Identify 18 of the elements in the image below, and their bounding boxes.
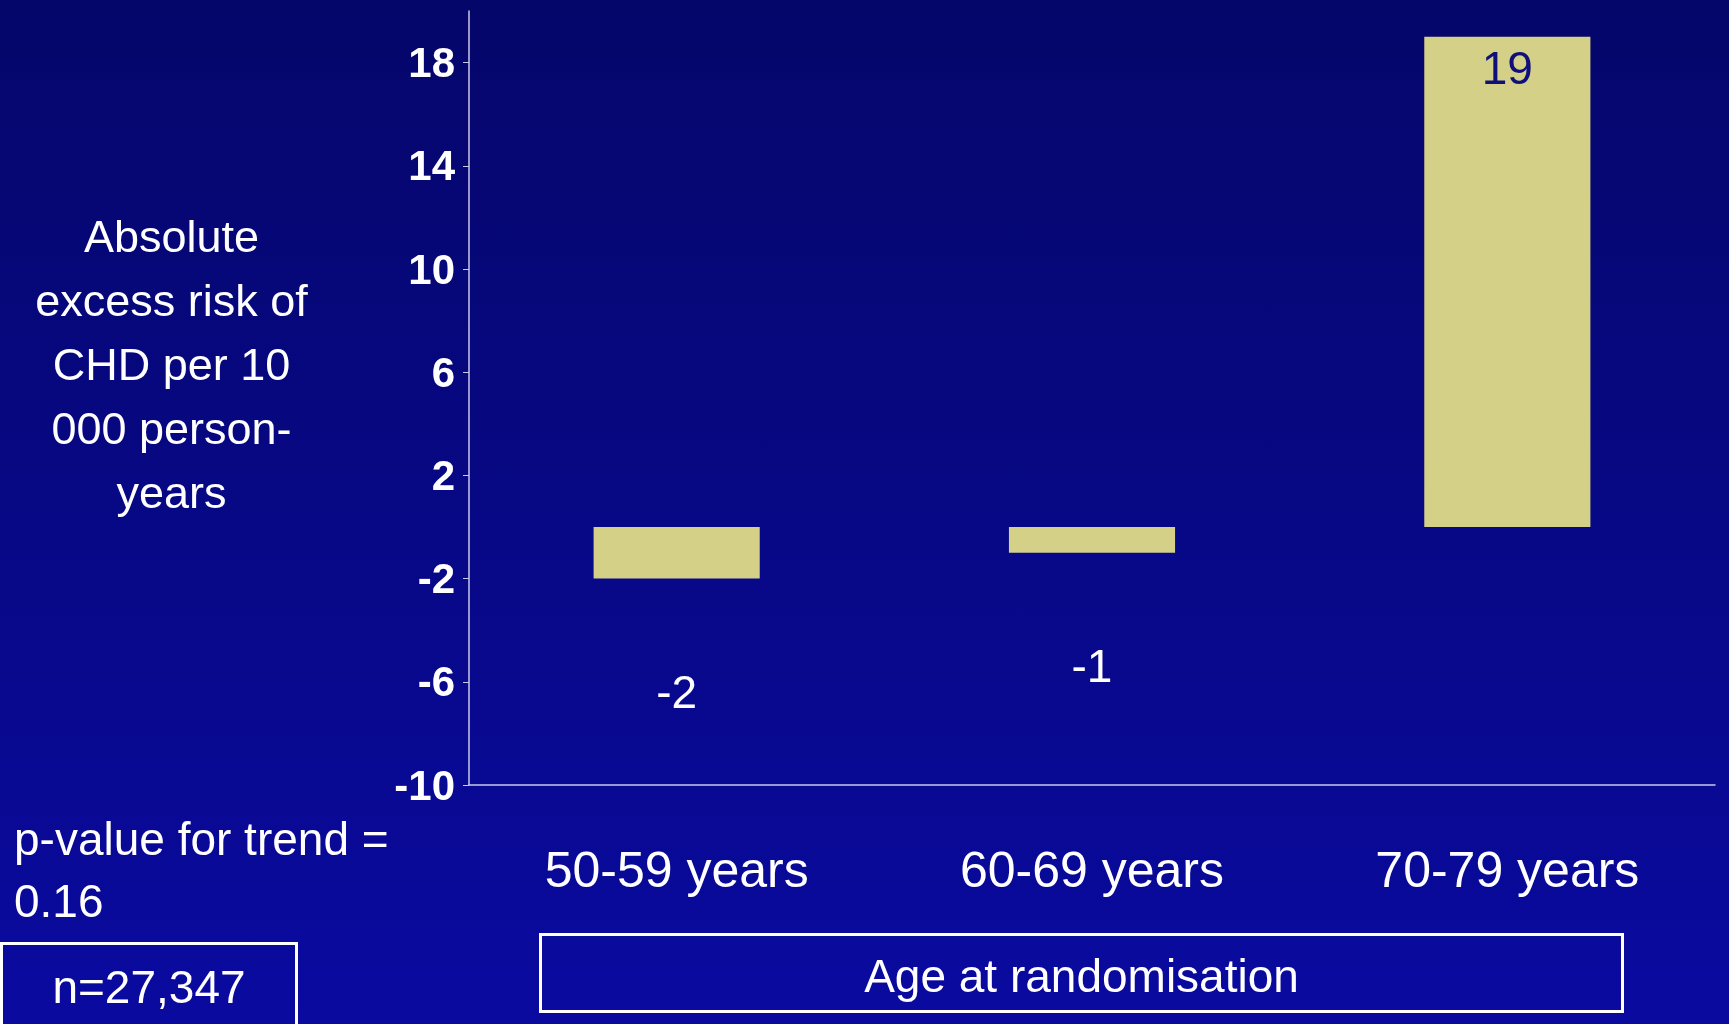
y-tick-label: 6: [431, 348, 455, 396]
y-tick-label: -10: [394, 761, 455, 809]
text: n=27,347: [0, 942, 298, 1024]
x-tick-label: 60-69 years: [959, 842, 1225, 898]
x-tick-label: 70-79 years: [1375, 842, 1640, 898]
y-axis-title: Absolute excess risk of CHD per 10 000 person-years: [34, 210, 309, 520]
data-label: 19: [1481, 41, 1533, 94]
y-tick-label: 10: [408, 245, 455, 293]
y-tick-label: 18: [408, 39, 455, 87]
data-label: -2: [656, 665, 698, 718]
y-tick-label: 14: [408, 142, 456, 190]
y-tick-label: -2: [417, 555, 455, 603]
text: p-value for trend = 0.16: [14, 812, 390, 929]
data-label: -1: [1071, 639, 1113, 692]
x-tick-label: 50-59 years: [544, 842, 809, 898]
y-tick-label: -6: [417, 658, 455, 706]
y-tick-label: 2: [431, 451, 455, 499]
x-axis-title: Age at randomisation: [539, 933, 1624, 1013]
